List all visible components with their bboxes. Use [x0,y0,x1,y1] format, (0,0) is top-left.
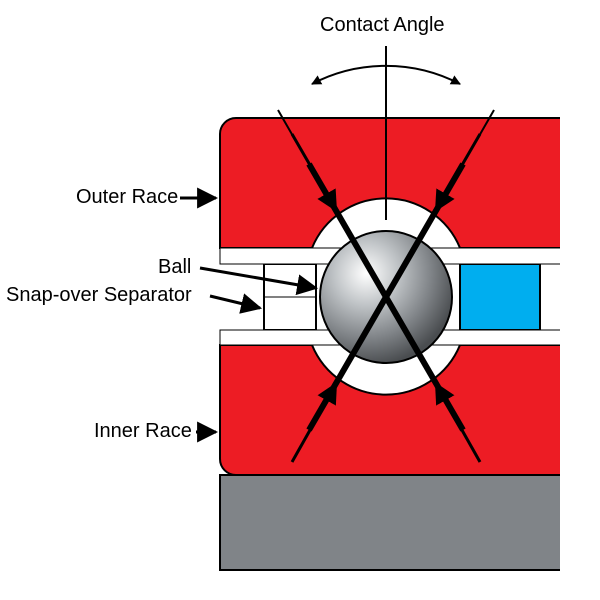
outer-race-shape [220,118,580,248]
separator-label: Snap-over Separator [6,284,192,307]
shaft [220,475,580,570]
contact-angle-label: Contact Angle [320,14,445,37]
inner-race-label: Inner Race [94,420,192,443]
inner-race-shape [220,345,580,475]
separator-right [460,264,540,330]
ball-label: Ball [158,256,191,279]
outer-race-label: Outer Race [76,186,178,209]
